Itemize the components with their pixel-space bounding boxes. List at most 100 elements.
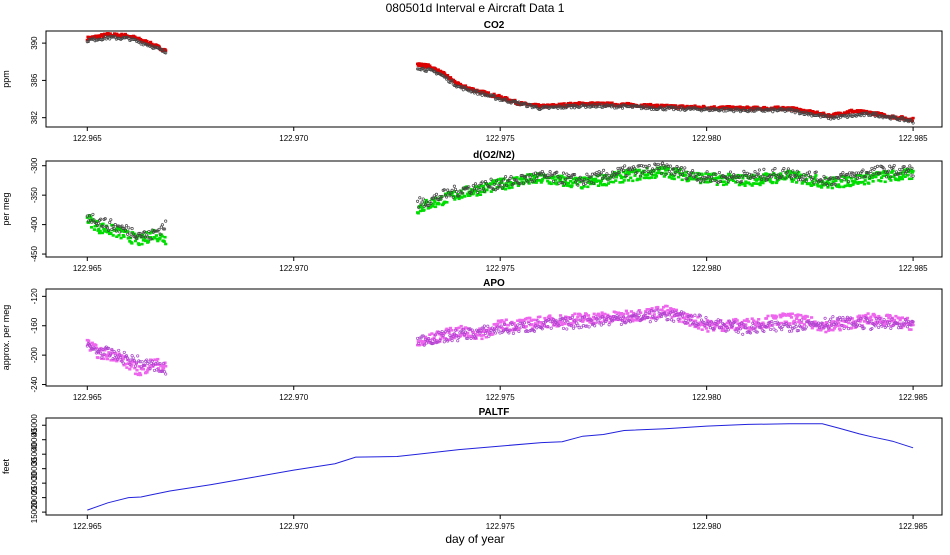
x-tick-label: 122.975 xyxy=(486,264,515,273)
data-point xyxy=(703,324,707,328)
data-point xyxy=(762,167,766,171)
data-point xyxy=(471,330,475,334)
data-point xyxy=(125,366,129,369)
data-point xyxy=(700,328,704,331)
data-point xyxy=(428,333,432,336)
data-point xyxy=(845,178,849,182)
data-point xyxy=(637,168,641,172)
data-point xyxy=(790,329,794,333)
data-point xyxy=(828,328,832,332)
data-point xyxy=(615,314,619,318)
data-point xyxy=(910,177,914,180)
data-point xyxy=(669,172,674,176)
data-point xyxy=(519,103,523,106)
data-point xyxy=(644,176,648,180)
data-point xyxy=(508,328,512,332)
data-point xyxy=(627,172,631,176)
data-point xyxy=(825,321,829,324)
data-point xyxy=(536,323,540,326)
data-point xyxy=(725,177,729,180)
data-point xyxy=(164,372,168,376)
data-point xyxy=(727,105,731,108)
data-point xyxy=(831,315,835,319)
data-point xyxy=(480,180,484,184)
data-point xyxy=(483,190,487,194)
data-point xyxy=(834,179,838,183)
data-point xyxy=(461,327,465,331)
data-point xyxy=(722,107,726,111)
data-point xyxy=(157,227,161,231)
data-point xyxy=(483,331,488,335)
data-point xyxy=(452,332,456,336)
data-point xyxy=(593,102,597,106)
data-point xyxy=(614,311,618,314)
data-point xyxy=(438,338,442,342)
data-point xyxy=(688,173,692,177)
data-point xyxy=(477,89,481,93)
data-point xyxy=(870,326,874,331)
data-point xyxy=(494,188,498,192)
data-point xyxy=(88,349,92,352)
data-point xyxy=(470,189,474,193)
data-point xyxy=(845,184,849,187)
data-point xyxy=(887,177,892,180)
data-point xyxy=(148,364,152,368)
data-point xyxy=(775,179,779,183)
data-point xyxy=(801,178,805,182)
data-point xyxy=(521,324,525,328)
panel-title: d(O2/N2) xyxy=(473,150,515,161)
data-point xyxy=(550,316,554,320)
data-point xyxy=(702,108,706,112)
data-point xyxy=(508,98,512,102)
data-point xyxy=(560,316,564,320)
data-point xyxy=(120,224,124,228)
data-point xyxy=(652,316,656,320)
data-point xyxy=(135,368,139,372)
data-point xyxy=(610,170,615,174)
data-point xyxy=(865,109,869,113)
data-point xyxy=(448,338,452,341)
data-point xyxy=(579,325,583,329)
data-point xyxy=(108,37,112,41)
data-point xyxy=(625,169,629,172)
y-tick-label: 30000 xyxy=(30,457,39,480)
data-point xyxy=(837,321,841,325)
data-point xyxy=(492,92,496,96)
x-axis-label: day of year xyxy=(445,532,504,546)
data-point xyxy=(878,318,882,322)
data-point xyxy=(158,232,162,236)
data-point xyxy=(638,174,642,178)
data-point xyxy=(87,214,91,217)
data-point xyxy=(635,170,639,174)
data-point xyxy=(752,174,756,178)
panel-title: CO2 xyxy=(484,20,505,31)
data-point xyxy=(120,354,124,357)
data-point xyxy=(807,170,812,174)
data-point xyxy=(902,171,906,174)
data-point xyxy=(633,174,637,177)
data-point xyxy=(123,32,127,36)
data-point xyxy=(799,313,803,317)
data-point xyxy=(910,119,914,123)
data-point xyxy=(698,314,702,318)
data-point xyxy=(107,228,111,232)
data-point xyxy=(133,372,138,376)
data-point xyxy=(768,320,772,324)
data-point xyxy=(774,315,779,318)
data-point xyxy=(734,176,738,180)
data-point xyxy=(804,173,808,177)
data-point xyxy=(581,103,586,107)
data-point xyxy=(504,187,508,191)
data-point xyxy=(556,175,560,179)
data-point xyxy=(811,110,815,113)
data-point xyxy=(825,180,829,183)
data-point xyxy=(583,177,587,182)
x-tick-label: 122.965 xyxy=(73,393,102,402)
data-point xyxy=(555,170,559,174)
data-point xyxy=(669,307,673,311)
data-point xyxy=(802,173,806,177)
data-point xyxy=(598,314,602,317)
data-point xyxy=(807,112,812,116)
data-point xyxy=(100,231,104,235)
data-point xyxy=(119,355,123,360)
